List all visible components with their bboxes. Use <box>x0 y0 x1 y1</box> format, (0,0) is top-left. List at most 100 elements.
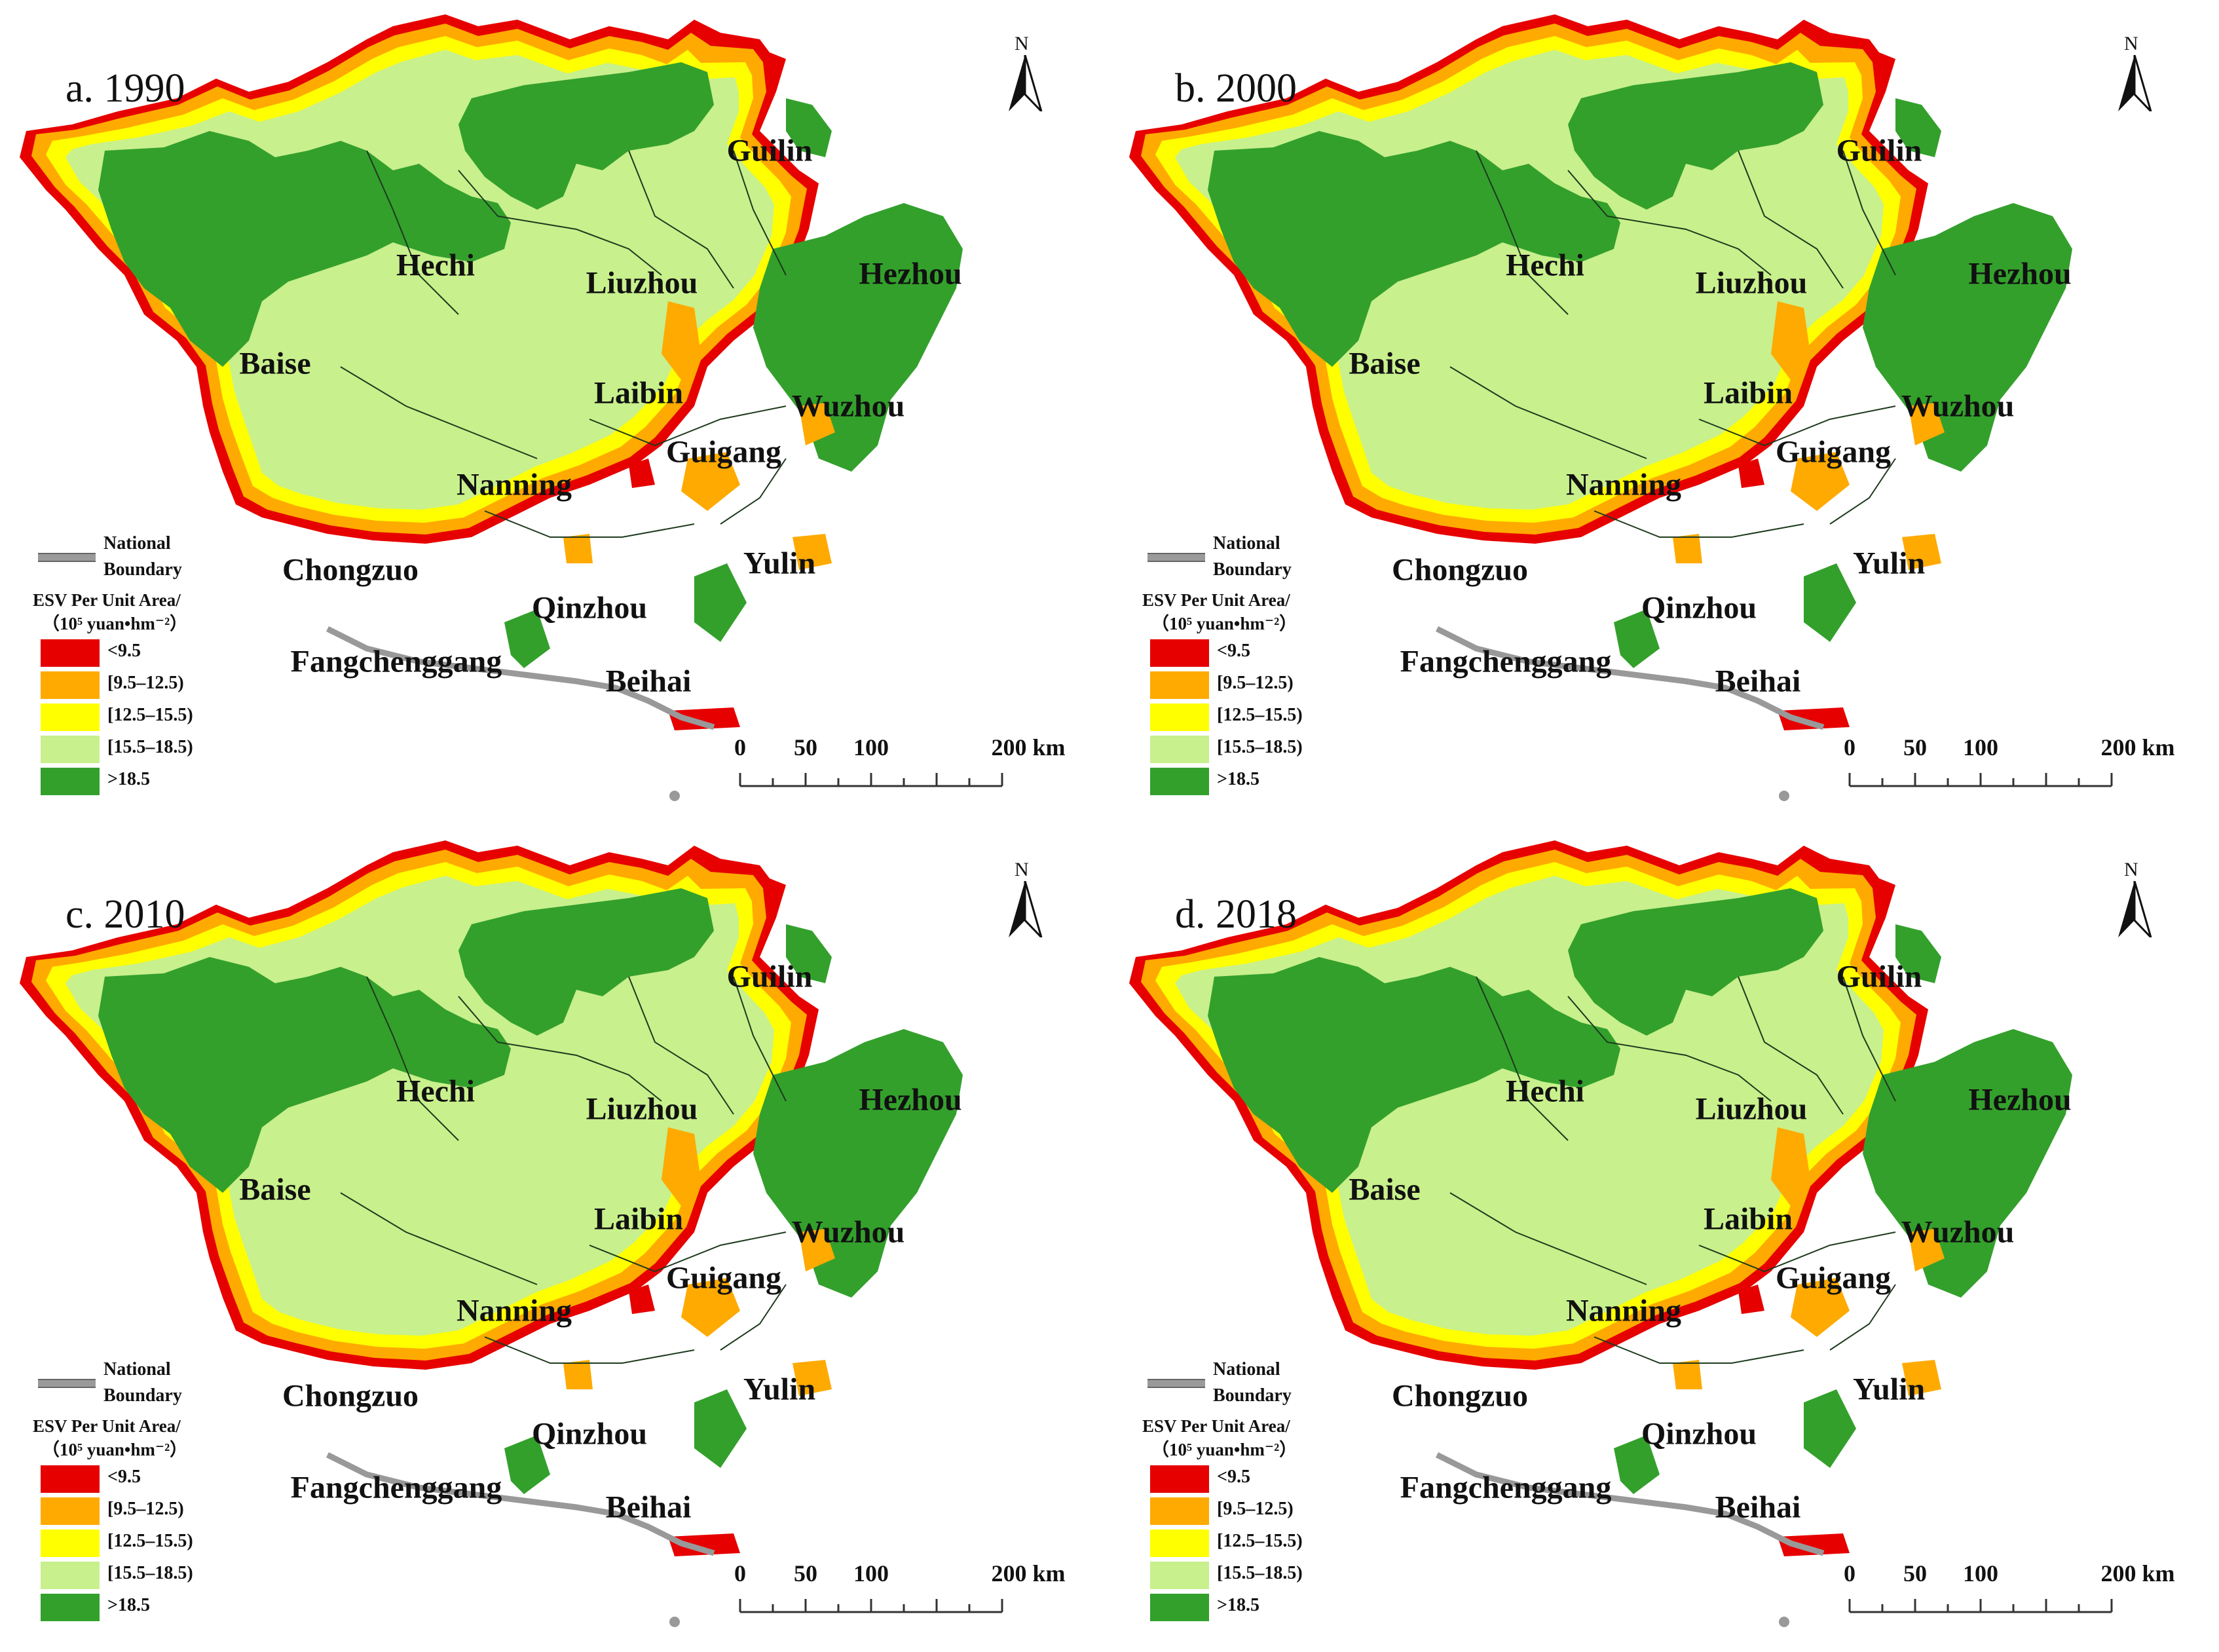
north-letter: N <box>2124 859 2138 880</box>
legend-classes: <9.5 [9.5–12.5) [12.5–15.5) [15.5–18.5) >18.… <box>1142 1461 1365 1622</box>
scale-bar: 0 50 100 200 km <box>1843 734 2175 806</box>
panel-title: d. 2018 <box>1175 892 1297 937</box>
legend-class-2: [12.5–15.5) <box>1142 700 1365 732</box>
national-boundary-coast <box>1435 626 1825 730</box>
legend-swatch <box>1150 736 1209 763</box>
admin-boundary-7 <box>1829 1284 1896 1351</box>
city-label-yulin: Yulin <box>1852 1372 1926 1407</box>
low-esv-zone-4 <box>563 534 593 563</box>
legend-class-label: <9.5 <box>107 1467 141 1487</box>
admin-boundary-5 <box>1698 1231 1896 1273</box>
admin-boundary-7 <box>1829 458 1896 525</box>
low-esv-zone-5 <box>629 459 655 488</box>
scale-bar-graphic <box>1848 1599 2113 1613</box>
city-label-guigang: Guigang <box>665 434 782 470</box>
national-boundary-swatch <box>1147 1379 1205 1388</box>
legend: National Boundary ESV Per Unit Area/ （10… <box>1142 531 1365 796</box>
city-label-guigang: Guigang <box>1775 434 1892 470</box>
forest-zone-1 <box>1568 62 1823 210</box>
admin-boundary-1 <box>458 170 662 276</box>
legend-swatch <box>41 671 100 699</box>
city-label-baise: Baise <box>1349 346 1421 381</box>
forest-zone-0 <box>98 131 511 367</box>
forest-zone-5 <box>694 563 747 642</box>
legend-class-3: [15.5–18.5) <box>33 1558 255 1590</box>
forest-zone-2 <box>786 924 832 983</box>
admin-boundary-0 <box>1476 150 1569 315</box>
map-panel-d: d. 2018 N National Boundary ESV Per Unit… <box>1110 826 2219 1652</box>
city-label-nanning: Nanning <box>1565 1293 1682 1328</box>
low-esv-zone-5 <box>629 1285 655 1314</box>
legend-class-3: [15.5–18.5) <box>1142 1558 1365 1590</box>
city-label-yulin: Yulin <box>743 546 816 581</box>
legend-class-label: >18.5 <box>107 769 150 789</box>
legend: National Boundary ESV Per Unit Area/ （10… <box>1142 1357 1365 1622</box>
panel-title: a. 1990 <box>65 66 185 111</box>
north-arrow: N <box>1005 859 1045 937</box>
forest-zone-3 <box>753 1029 963 1298</box>
island-marker <box>1779 791 1789 801</box>
admin-boundary-2 <box>628 976 734 1115</box>
scale-bar-graphic <box>739 773 1003 787</box>
north-letter: N <box>2124 33 2138 54</box>
admin-boundary-1 <box>458 996 662 1102</box>
forest-zone-0 <box>1208 957 1620 1193</box>
forest-zone-1 <box>458 62 714 210</box>
admin-boundary-7 <box>720 1284 787 1351</box>
legend-swatch <box>1150 768 1209 795</box>
national-boundary-swatch <box>38 1379 96 1388</box>
legend-class-2: [12.5–15.5) <box>33 700 255 732</box>
legend-swatch <box>41 736 100 763</box>
legend-class-label: >18.5 <box>1217 769 1259 789</box>
admin-boundary-0 <box>1476 976 1569 1141</box>
low-esv-zone-4 <box>1673 534 1702 563</box>
city-label-guigang: Guigang <box>665 1260 782 1296</box>
legend-class-4: >18.5 <box>1142 764 1365 796</box>
city-label-liuzhou: Liuzhou <box>1695 265 1808 301</box>
low-esv-zone-2 <box>799 403 835 445</box>
scale-bar: 0 50 100 200 km <box>734 734 1066 806</box>
admin-boundary-2 <box>1738 150 1844 289</box>
map-canvas <box>1129 14 2072 801</box>
scale-bar-graphic <box>739 1599 1003 1613</box>
legend-class-1: [9.5–12.5) <box>33 667 255 700</box>
low-esv-zone-6 <box>1778 707 1850 730</box>
city-label-guilin: Guilin <box>1836 959 1922 994</box>
north-arrow-icon <box>2118 881 2152 937</box>
low-esv-zone-5 <box>1738 459 1764 488</box>
low-esv-zone-1 <box>1791 1278 1850 1337</box>
admin-boundary-4 <box>1449 1192 1647 1285</box>
admin-boundary-5 <box>589 1231 787 1273</box>
legend-swatch <box>1150 1497 1209 1525</box>
scale-tick-label: 0 <box>734 734 746 760</box>
forest-zone-3 <box>1863 1029 2072 1298</box>
scale-tick-label: 200 km <box>991 734 1066 760</box>
legend-unit: （10⁵ yuan•hm⁻²） <box>42 1440 188 1459</box>
legend-national-boundary: National Boundary <box>1142 1357 1365 1412</box>
city-label-fangchenggang: Fangchenggang <box>290 644 502 679</box>
map-panel-a: a. 1990 N National Boundary ESV Per Unit… <box>0 0 1110 826</box>
admin-boundary-0 <box>366 976 459 1141</box>
city-label-wuzhou: Wuzhou <box>791 1214 905 1250</box>
legend-class-3: [15.5–18.5) <box>1142 732 1365 764</box>
scale-tick-label: 100 <box>1963 734 1998 760</box>
low-esv-zone-1 <box>681 452 740 511</box>
map-panel-c: c. 2010 N National Boundary ESV Per Unit… <box>0 826 1110 1652</box>
city-label-guilin: Guilin <box>726 959 813 994</box>
admin-boundary-6 <box>1594 510 1804 538</box>
north-arrow: N <box>2115 859 2154 937</box>
forest-zone-2 <box>1895 924 1941 983</box>
national-boundary-coast <box>326 1452 715 1556</box>
legend-class-label: [15.5–18.5) <box>1217 737 1303 757</box>
legend-class-4: >18.5 <box>1142 1590 1365 1622</box>
legend-classes: <9.5 [9.5–12.5) [12.5–15.5) [15.5–18.5) >18.… <box>1142 635 1365 796</box>
legend-class-1: [9.5–12.5) <box>33 1493 255 1526</box>
legend-class-label: <9.5 <box>107 641 141 661</box>
city-label-baise: Baise <box>1349 1172 1421 1207</box>
legend-national-boundary: National Boundary <box>33 1357 255 1412</box>
low-esv-zone-1 <box>681 1278 740 1337</box>
legend-swatch <box>1150 704 1209 731</box>
legend-class-1: [9.5–12.5) <box>1142 1493 1365 1526</box>
legend: National Boundary ESV Per Unit Area/ （10… <box>33 531 255 796</box>
national-boundary-label: National Boundary <box>1213 533 1292 580</box>
